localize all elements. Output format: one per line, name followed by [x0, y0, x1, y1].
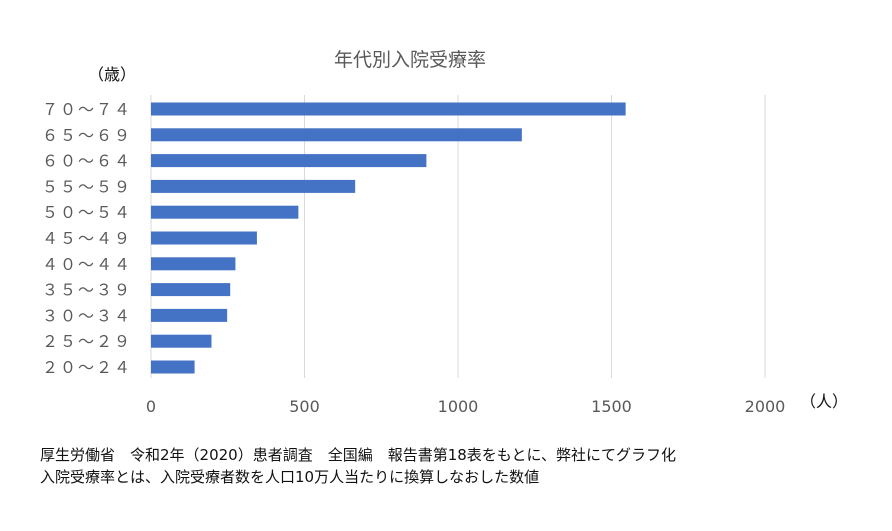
category-label: ４０～４４	[42, 255, 132, 274]
category-label: ６０～６４	[42, 152, 132, 171]
source-note: 厚生労働省 令和2年（2020）患者調査 全国編 報告書第18表をもとに、弊社に…	[40, 446, 677, 464]
y-axis-unit-label: （歳）	[88, 65, 136, 84]
category-label: ３０～３４	[42, 306, 132, 325]
x-axis-unit-label: （人）	[800, 392, 848, 411]
definition-note: 入院受療率とは、入院受療者数を人口10万人当たりに換算しなおした数値	[40, 468, 540, 486]
x-tick-label: 2000	[745, 397, 786, 416]
bar	[151, 102, 626, 116]
category-label: ２０～２４	[42, 358, 132, 377]
category-label: ７０～７４	[42, 100, 132, 119]
bar	[151, 205, 299, 219]
bar	[151, 334, 212, 348]
category-label: ６５～６９	[42, 126, 132, 145]
bar	[151, 283, 231, 297]
bar-chart: 年代別入院受療率 （歳） （人） ７０～７４ ６５～６９ ６０～６４ ５５～５９ ５０～…	[42, 49, 848, 416]
category-label: ２５～２９	[42, 332, 132, 351]
bar	[151, 179, 356, 193]
bar	[151, 257, 236, 271]
category-labels: ７０～７４ ６５～６９ ６０～６４ ５５～５９ ５０～５４ ４５～４９ ４０～４４ ３５～３９…	[42, 100, 132, 377]
x-tick-labels: 0 500 1000 1500 2000	[146, 397, 785, 416]
bar	[151, 360, 195, 374]
x-tick-label: 1000	[438, 397, 479, 416]
x-tick-label: 1500	[591, 397, 632, 416]
bar	[151, 231, 257, 245]
x-tick-label: 0	[146, 397, 156, 416]
bar	[151, 128, 522, 142]
category-label: ４５～４９	[42, 229, 132, 248]
x-tick-label: 500	[289, 397, 320, 416]
bars-group	[151, 102, 626, 374]
chart-title: 年代別入院受療率	[334, 49, 486, 71]
category-label: ５０～５４	[42, 203, 132, 222]
category-label: ５５～５９	[42, 177, 132, 196]
bar	[151, 154, 427, 168]
category-label: ３５～３９	[42, 281, 132, 300]
gridlines	[150, 95, 766, 378]
bar	[151, 308, 228, 322]
